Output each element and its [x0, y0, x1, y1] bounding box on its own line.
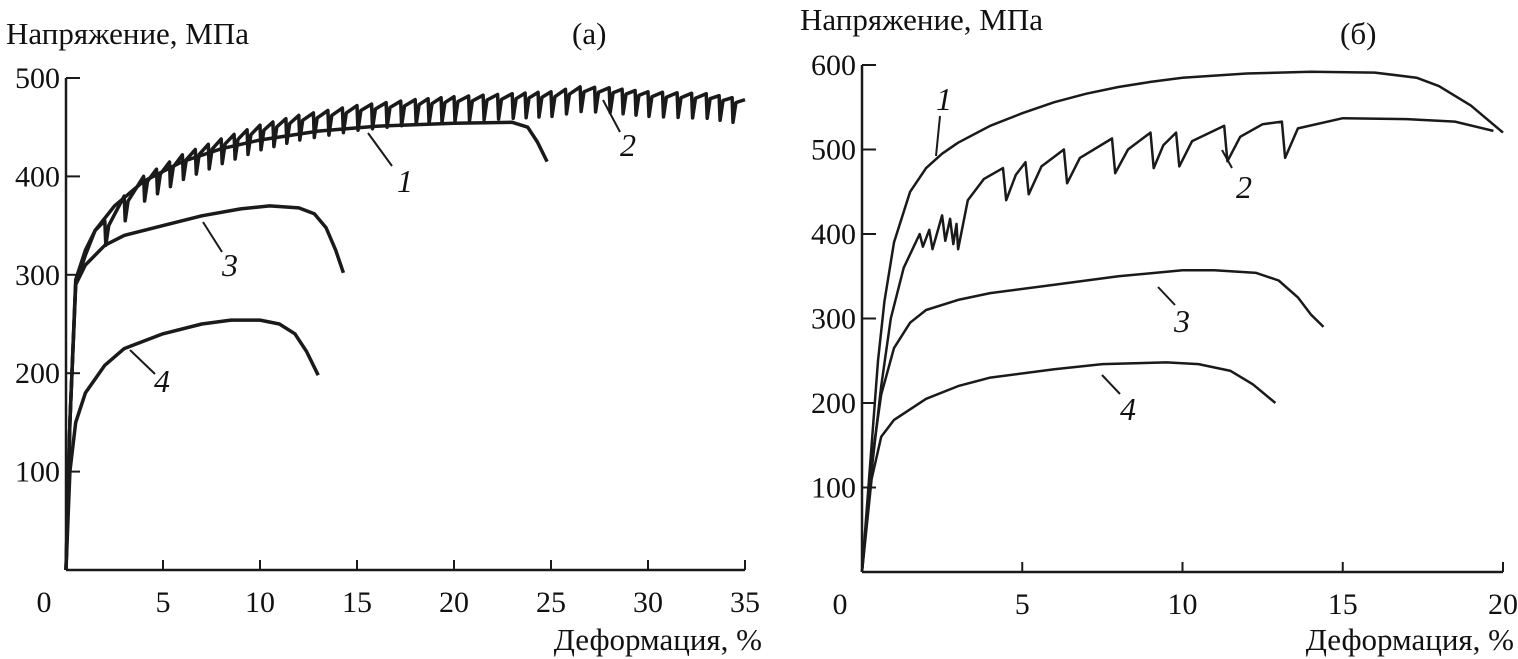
panel-b-label: (б)	[1340, 16, 1376, 51]
panel-b-y-tick-label: 500	[811, 134, 856, 167]
panel-a-x-tick-label: 30	[633, 586, 663, 619]
panel-b-y-tick-label: 300	[811, 303, 856, 336]
panel-b-series-1-leader	[935, 115, 941, 157]
panel-a-series-2-leader	[602, 99, 621, 133]
panel-b-series-1-line	[860, 70, 1504, 573]
panel-a-series-2-label: 2	[620, 127, 636, 163]
panel-b-series-4-line	[860, 361, 1277, 573]
panel-b-y-tick-label: 200	[811, 387, 856, 420]
panel-a-series-3-leader	[202, 221, 223, 253]
panel-a-y-tick-label: 500	[15, 62, 60, 95]
panel-a-series-3-label: 3	[221, 247, 238, 283]
panel-a-ylabel: Напряжение, МПа	[6, 16, 249, 51]
panel-a-series-4-label: 4	[154, 363, 170, 399]
panel-b-series-3-label: 3	[1173, 303, 1190, 339]
panel-b-y-tick-label: 100	[811, 472, 856, 505]
panel-b-series-1-label: 1	[936, 81, 952, 117]
panel-a-y-tick-label: 300	[15, 259, 60, 292]
panel-b-y-tick-label: 400	[811, 218, 856, 251]
panel-b-x-tick-label: 10	[1168, 588, 1198, 621]
panel-a-label: (а)	[572, 16, 606, 51]
panel-b-series-2-label: 2	[1236, 169, 1252, 205]
panel-a-x-tick-label: 10	[245, 586, 275, 619]
panel-b-series-4-label: 4	[1120, 391, 1136, 427]
panel-a-y-tick-label: 100	[15, 456, 60, 489]
panel-b-series-2-leader	[1221, 149, 1233, 169]
panel-b-ylabel: Напряжение, МПа	[800, 2, 1043, 37]
panel-a-series-2-line	[64, 85, 746, 571]
panel-a-series-1-label: 1	[397, 163, 413, 199]
panel-a-y-tick-label: 400	[15, 160, 60, 193]
panel-a-series-3-line	[64, 204, 346, 571]
panel-b-series-2-line	[860, 116, 1494, 573]
panel-a-x-tick-label: 20	[439, 586, 469, 619]
panel-a-series-1-line	[64, 120, 549, 571]
panel-a-x-tick-label: 5	[156, 586, 171, 619]
panel-b-x-tick-label: 5	[1015, 588, 1030, 621]
panel-b-series-3-line	[860, 269, 1325, 573]
panel-a-series-1-leader	[367, 132, 393, 167]
panel-b-y-tick-label: 600	[811, 49, 856, 82]
panel-b-x-tick-label: 0	[833, 588, 848, 621]
panel-b-series-3-leader	[1157, 286, 1176, 306]
panel-b-xlabel: Деформация, %	[1306, 622, 1514, 657]
panel-a-y-tick-label: 200	[15, 357, 60, 390]
panel-a-x-tick-label: 0	[37, 586, 52, 619]
panel-a-series-4-line	[64, 318, 320, 571]
panel-a-x-tick-label: 25	[536, 586, 566, 619]
panel-a-x-tick-label: 35	[730, 586, 760, 619]
panel-a-x-tick-label: 15	[342, 586, 372, 619]
panel-a-series-4-leader	[129, 349, 156, 375]
panel-a-xlabel: Деформация, %	[554, 622, 762, 657]
panel-b-series-4-leader	[1101, 374, 1121, 395]
panel-b-x-tick-label: 20	[1488, 588, 1518, 621]
panel-b-x-tick-label: 15	[1328, 588, 1358, 621]
